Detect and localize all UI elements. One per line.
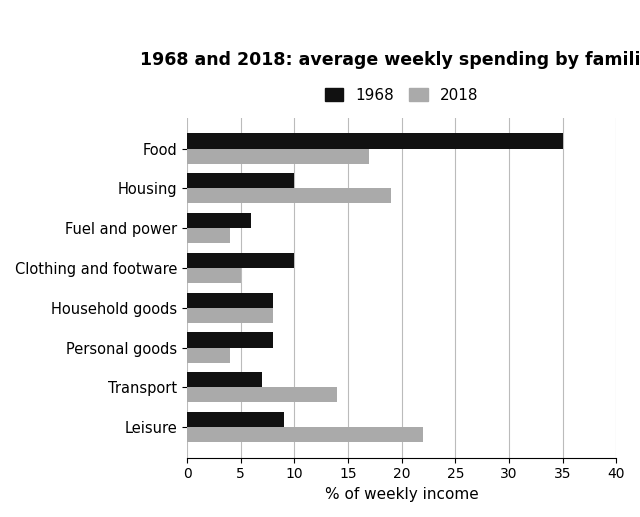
Bar xyxy=(187,387,337,402)
Bar xyxy=(187,188,391,204)
Bar xyxy=(187,293,273,308)
Bar xyxy=(187,412,284,427)
Bar xyxy=(187,148,369,164)
Bar xyxy=(187,268,241,283)
Bar xyxy=(187,347,230,362)
Title: 1968 and 2018: average weekly spending by families: 1968 and 2018: average weekly spending b… xyxy=(140,51,640,69)
Legend: 1968, 2018: 1968, 2018 xyxy=(319,82,484,109)
Bar xyxy=(187,173,294,188)
Bar xyxy=(187,427,423,442)
Bar xyxy=(187,228,230,244)
Bar xyxy=(187,372,262,387)
Bar xyxy=(187,213,252,228)
Bar xyxy=(187,308,273,323)
X-axis label: % of weekly income: % of weekly income xyxy=(324,487,479,502)
Bar xyxy=(187,332,273,347)
Bar xyxy=(187,253,294,268)
Bar xyxy=(187,133,563,148)
